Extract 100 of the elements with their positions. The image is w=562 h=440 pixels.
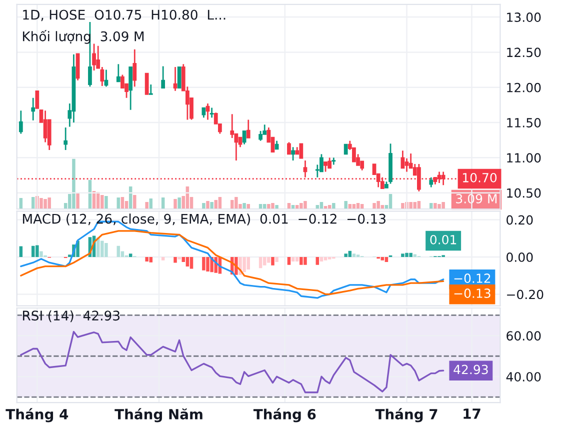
bar: [275, 257, 278, 262]
data-label: 0.01: [430, 234, 456, 244]
x-tick-label: Tháng 6: [253, 408, 316, 422]
candlestick: [31, 97, 36, 122]
candlestick: [299, 143, 304, 159]
bar: [133, 194, 136, 209]
bar: [434, 202, 437, 209]
bar: [409, 202, 412, 209]
bar: [206, 257, 210, 272]
y-tick-label: 12.50: [507, 48, 541, 58]
bar: [206, 200, 210, 209]
bar: [344, 254, 348, 258]
bar: [320, 257, 324, 262]
bar: [316, 257, 320, 265]
bar: [438, 204, 441, 209]
bar: [210, 202, 214, 209]
candlestick: [202, 107, 206, 118]
bar: [149, 257, 153, 262]
candlestick: [210, 107, 214, 118]
bar: [300, 257, 303, 265]
y-tick-label: 10.50: [507, 188, 541, 198]
data-label: −0.13: [454, 288, 490, 298]
bar: [291, 257, 295, 262]
candlestick: [144, 72, 149, 95]
y-tick-label: 11.00: [507, 153, 541, 163]
candlestick: [429, 176, 434, 188]
bar: [161, 257, 165, 260]
bar: [202, 257, 206, 270]
bar: [413, 254, 417, 258]
bar: [128, 254, 132, 258]
bar: [332, 202, 336, 209]
y-tick-label: 13.00: [507, 12, 541, 22]
bar: [44, 198, 47, 209]
y-tick-label: 40.00: [506, 372, 541, 382]
chart-title: RSI (14) 42.93: [22, 310, 120, 322]
y-tick-label: 60.00: [506, 331, 541, 341]
candlestick: [328, 156, 332, 169]
bar: [356, 254, 360, 258]
bar: [287, 257, 291, 265]
bar: [430, 202, 433, 209]
candlestick: [246, 119, 250, 139]
bar: [36, 245, 39, 258]
candlestick: [128, 66, 133, 111]
candlestick: [287, 142, 291, 155]
candlestick: [120, 74, 124, 89]
candlestick: [35, 90, 40, 109]
candlestick: [173, 66, 178, 92]
bar: [344, 200, 348, 209]
candlestick: [258, 130, 262, 142]
bar: [40, 251, 43, 258]
bar: [104, 243, 108, 258]
candlestick: [230, 113, 234, 139]
y-tick-label: 12.00: [507, 82, 541, 92]
bar: [262, 257, 266, 266]
candlestick: [291, 146, 295, 162]
bar: [190, 257, 194, 269]
bar: [242, 202, 246, 209]
candlestick: [92, 43, 96, 72]
bar: [267, 204, 270, 209]
bar: [409, 252, 412, 258]
bar: [174, 257, 177, 263]
bar: [242, 257, 246, 272]
candlestick: [132, 48, 137, 88]
bar: [267, 257, 270, 263]
bar: [348, 250, 352, 258]
line-series: [20, 330, 444, 394]
candlestick: [177, 66, 182, 88]
candlestick: [161, 66, 166, 89]
candlestick: [18, 110, 23, 134]
bar: [401, 254, 404, 258]
y-tick-label: 0.20: [506, 215, 533, 225]
bar: [304, 200, 307, 209]
bar: [100, 194, 104, 209]
bar: [295, 257, 299, 262]
ref-line-label: 10.70: [462, 172, 497, 182]
x-tick-label: 17: [464, 408, 480, 419]
bar: [324, 257, 328, 260]
data-label: 42.93: [454, 364, 488, 374]
candlestick: [344, 144, 348, 155]
bar: [442, 202, 445, 209]
bar: [40, 198, 43, 209]
bar: [372, 202, 376, 209]
candlestick: [64, 126, 68, 151]
bar: [271, 257, 274, 266]
y-tick-label: −0.20: [507, 290, 544, 300]
x-tick-label: Tháng 4: [6, 408, 68, 422]
bar: [31, 246, 35, 258]
bar: [116, 246, 120, 258]
bar: [182, 257, 186, 262]
bar: [258, 257, 262, 268]
candlestick: [242, 130, 246, 146]
bar: [271, 202, 274, 209]
bar: [145, 257, 148, 262]
bar: [178, 197, 181, 209]
bar: [275, 204, 278, 209]
data-label: −0.12: [454, 274, 490, 283]
bar: [72, 158, 76, 209]
bar: [300, 202, 303, 209]
chart-title: 1D, HOSE O10.75 H10.80 L...: [23, 10, 226, 22]
x-tick-label: Tháng Năm: [114, 408, 202, 422]
